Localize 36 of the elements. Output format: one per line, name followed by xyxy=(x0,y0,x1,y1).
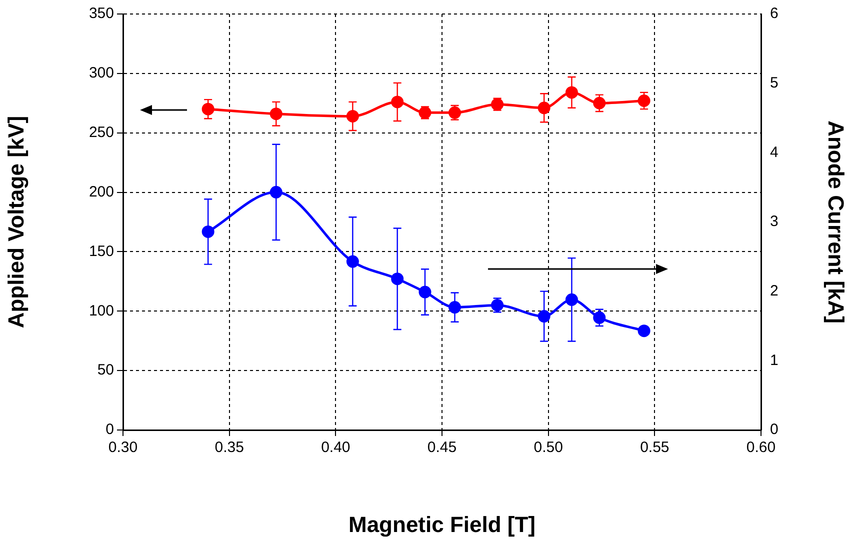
point xyxy=(538,310,550,323)
x-tick-label: 0.35 xyxy=(214,439,244,456)
point xyxy=(270,186,282,198)
y2-axis-title: Anode Current [kA] xyxy=(824,120,849,324)
y2-tick-label: 6 xyxy=(770,5,778,22)
y-tick-label: 0 xyxy=(106,421,114,438)
y-tick-label: 200 xyxy=(88,183,114,200)
point xyxy=(638,324,650,338)
y-tick-label: 100 xyxy=(88,302,114,320)
y-tick-label: 300 xyxy=(88,64,114,82)
y-tick-label: 50 xyxy=(97,362,114,379)
x-tick-label: 0.50 xyxy=(534,439,563,456)
x-tick-label: 0.45 xyxy=(427,439,457,456)
y-tick-label: 350 xyxy=(88,5,114,22)
y2-tick-label: 0 xyxy=(770,421,778,438)
x-tick-label: 0.40 xyxy=(321,439,350,456)
y-axis-title: Applied Voltage [kV] xyxy=(3,116,28,328)
y2-tick-label: 2 xyxy=(770,282,778,300)
point xyxy=(538,102,550,114)
x-axis-title: Magnetic Field [T] xyxy=(348,512,536,537)
point xyxy=(270,108,282,120)
y2-tick-label: 5 xyxy=(770,74,778,92)
point xyxy=(202,102,214,116)
y2-tick-label: 1 xyxy=(770,352,778,369)
x-tick-label: 0.60 xyxy=(746,439,776,456)
x-tick-label: 0.30 xyxy=(108,439,138,456)
point xyxy=(202,225,214,238)
y2-tick-label: 3 xyxy=(770,213,778,230)
point xyxy=(593,311,606,324)
x-tick-label: 0.55 xyxy=(640,439,670,456)
y2-tick-label: 4 xyxy=(770,144,778,161)
y-tick-label: 150 xyxy=(88,242,114,260)
point xyxy=(418,286,432,298)
y-tick-label: 250 xyxy=(88,124,114,141)
point xyxy=(593,96,606,110)
point xyxy=(638,94,650,108)
